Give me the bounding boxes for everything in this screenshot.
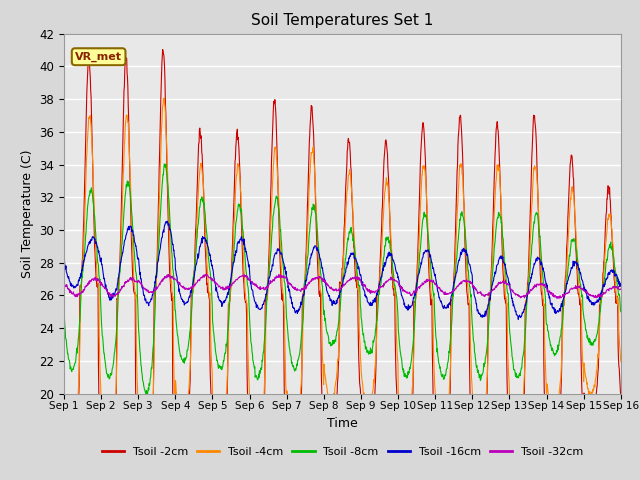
Y-axis label: Soil Temperature (C): Soil Temperature (C) bbox=[20, 149, 34, 278]
Title: Soil Temperatures Set 1: Soil Temperatures Set 1 bbox=[252, 13, 433, 28]
Legend: Tsoil -2cm, Tsoil -4cm, Tsoil -8cm, Tsoil -16cm, Tsoil -32cm: Tsoil -2cm, Tsoil -4cm, Tsoil -8cm, Tsoi… bbox=[97, 443, 588, 461]
X-axis label: Time: Time bbox=[327, 417, 358, 430]
Text: VR_met: VR_met bbox=[75, 51, 122, 62]
